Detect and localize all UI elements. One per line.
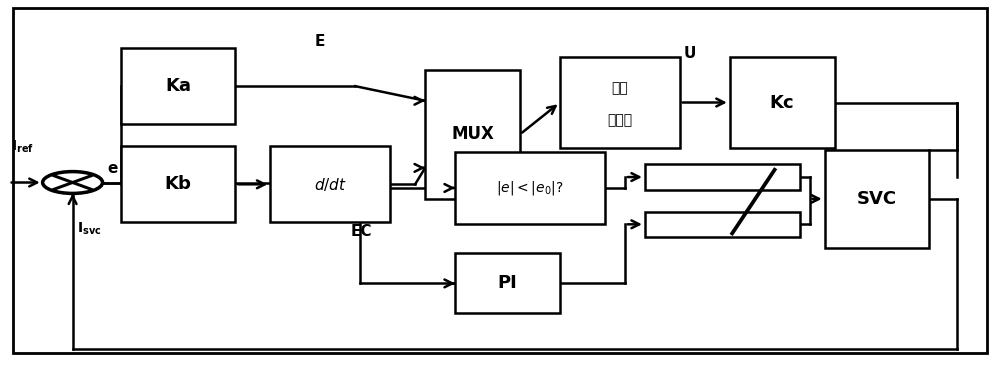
Bar [121,48,235,124]
Bar [425,70,520,199]
Bar [825,150,929,248]
Bar [455,151,605,224]
Text: $\mathbf{Ka}$: $\mathbf{Ka}$ [165,77,191,95]
Text: E: E [315,34,325,49]
Bar [560,57,680,148]
Bar [121,146,235,223]
Text: U: U [684,46,696,61]
Text: 调节器: 调节器 [607,113,632,127]
Bar [645,164,800,190]
Text: SVC: SVC [857,190,897,208]
Text: EC: EC [350,224,372,239]
Text: $\mathbf{I_{ref}}$: $\mathbf{I_{ref}}$ [11,139,34,155]
Text: $\mathbf{e}$: $\mathbf{e}$ [107,161,118,176]
Text: $\mathbf{I_{svc}}$: $\mathbf{I_{svc}}$ [77,221,101,237]
Text: MUX: MUX [451,125,494,143]
Bar [730,57,835,148]
Text: $\mathbf{Kb}$: $\mathbf{Kb}$ [164,175,192,193]
Text: $|e|<|e_0|$?: $|e|<|e_0|$? [496,179,564,197]
Text: 模糊: 模糊 [611,81,628,95]
Bar [645,212,800,237]
Text: PI: PI [498,274,517,292]
Text: $d/dt$: $d/dt$ [314,176,347,193]
Text: $\mathbf{Kc}$: $\mathbf{Kc}$ [769,93,795,111]
Bar [455,253,560,314]
Bar [270,146,390,223]
